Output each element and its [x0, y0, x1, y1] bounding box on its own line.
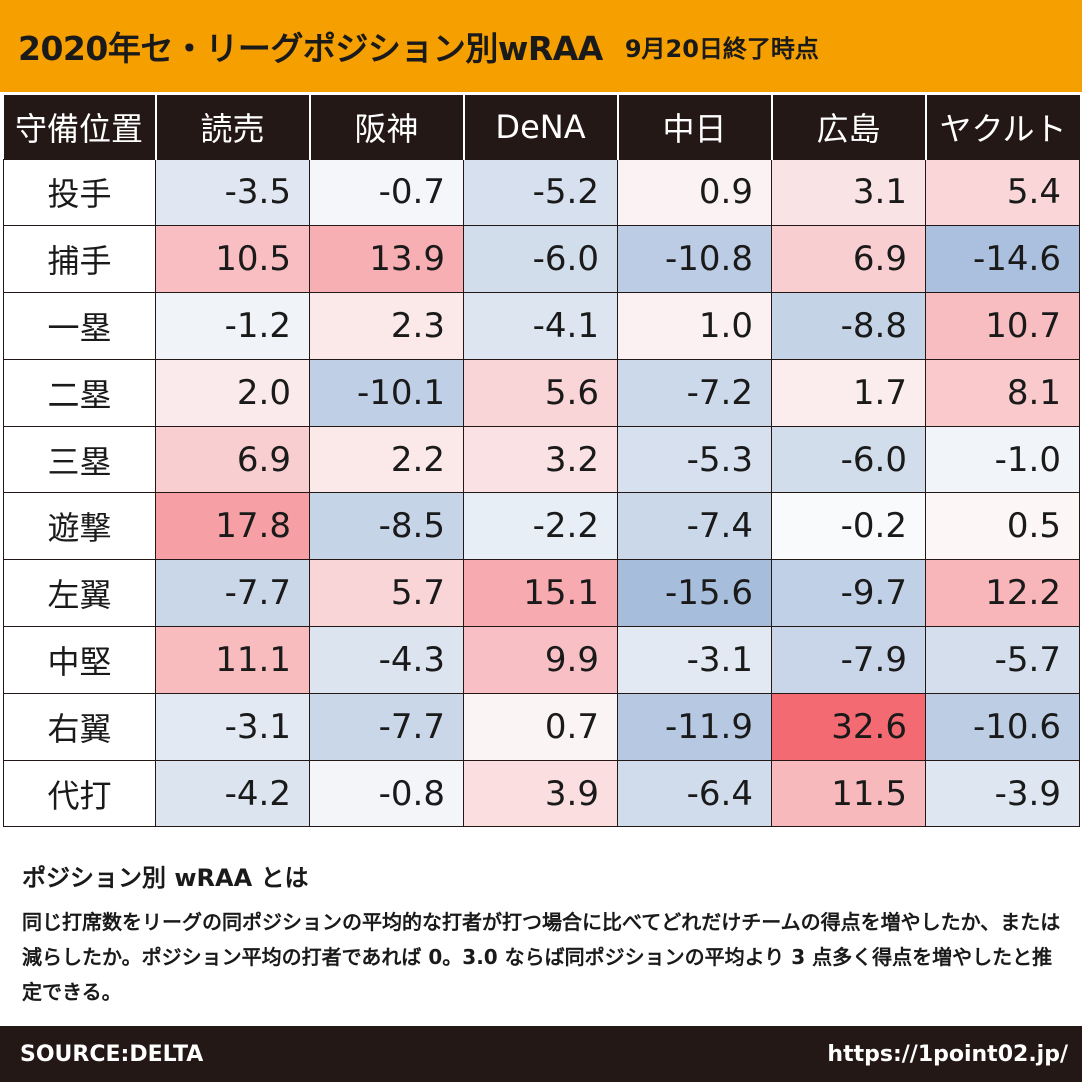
wraa-table: 守備位置 読売 阪神 DeNA 中日 広島 ヤクルト 投手 -3.5 -0.7 -5.…: [3, 95, 1080, 828]
value-cell: -0.7: [309, 158, 464, 227]
value-cell: -5.2: [463, 158, 618, 227]
column-header: DeNA: [462, 95, 618, 159]
value-cell: 5.7: [309, 559, 464, 628]
value-cell: 2.0: [155, 358, 310, 427]
value-cell: 17.8: [155, 492, 310, 561]
value-cell: -3.5: [155, 158, 310, 227]
table-row: 投手 -3.5 -0.7 -5.2 0.9 3.1 5.4: [3, 158, 1080, 227]
value-cell: -3.9: [925, 759, 1080, 828]
column-header: 阪神: [308, 95, 464, 159]
table-row: 左翼 -7.7 5.7 15.1 -15.6 -9.7 12.2: [3, 559, 1080, 628]
value-cell: -4.3: [309, 626, 464, 694]
table-row: 二塁 2.0 -10.1 5.6 -7.2 1.7 8.1: [3, 358, 1080, 427]
value-cell: 2.3: [309, 292, 464, 360]
row-label: 右翼: [3, 692, 156, 761]
value-cell: 5.4: [925, 158, 1080, 227]
corner-label: 守備位置: [3, 95, 156, 159]
value-cell: 13.9: [309, 225, 464, 294]
value-cell: 15.1: [463, 559, 618, 628]
value-cell: -6.4: [617, 759, 772, 828]
notes-section: ポジション別 wRAA とは 同じ打席数をリーグの同ポジションの平均的な打者が打…: [22, 858, 1067, 1010]
value-cell: 9.9: [463, 626, 618, 694]
row-label: 二塁: [3, 358, 156, 427]
value-cell: 6.9: [155, 425, 310, 494]
chart-title: 2020年セ・リーグポジション別wRAA: [18, 29, 603, 68]
row-label: 中堅: [3, 626, 156, 694]
value-cell: -7.7: [309, 692, 464, 761]
value-cell: -9.7: [771, 559, 926, 628]
value-cell: -7.9: [771, 626, 926, 694]
row-label: 三塁: [3, 425, 156, 494]
value-cell: -8.8: [771, 292, 926, 360]
row-label: 一塁: [3, 292, 156, 360]
value-cell: 6.9: [771, 225, 926, 294]
value-cell: 0.7: [463, 692, 618, 761]
value-cell: -8.5: [309, 492, 464, 561]
header-row: 守備位置 読売 阪神 DeNA 中日 広島 ヤクルト: [3, 95, 1080, 159]
notes-title: ポジション別 wRAA とは: [22, 864, 309, 892]
value-cell: 10.7: [925, 292, 1080, 360]
table-row: 右翼 -3.1 -7.7 0.7 -11.9 32.6 -10.6: [3, 692, 1080, 761]
value-cell: -3.1: [155, 692, 310, 761]
value-cell: -4.2: [155, 759, 310, 828]
table-body: 投手 -3.5 -0.7 -5.2 0.9 3.1 5.4 捕手 10.5 13.9 -6.0 -10…: [3, 158, 1080, 828]
value-cell: -5.3: [617, 425, 772, 494]
value-cell: 2.2: [309, 425, 464, 494]
value-cell: -11.9: [617, 692, 772, 761]
value-cell: 11.1: [155, 626, 310, 694]
value-cell: -14.6: [925, 225, 1080, 294]
table-row: 一塁 -1.2 2.3 -4.1 1.0 -8.8 10.7: [3, 292, 1080, 360]
notes-body: 同じ打席数をリーグの同ポジションの平均的な打者が打つ場合に比べてどれだけチームの…: [22, 910, 1061, 1004]
value-cell: 3.9: [463, 759, 618, 828]
value-cell: -1.2: [155, 292, 310, 360]
table-row: 代打 -4.2 -0.8 3.9 -6.4 11.5 -3.9: [3, 759, 1080, 828]
table-row: 遊撃 17.8 -8.5 -2.2 -7.4 -0.2 0.5: [3, 492, 1080, 561]
value-cell: 32.6: [771, 692, 926, 761]
row-label: 遊撃: [3, 492, 156, 561]
title-bar: 2020年セ・リーグポジション別wRAA 9月20日終了時点: [0, 0, 1082, 92]
row-label: 投手: [3, 158, 156, 227]
value-cell: 10.5: [155, 225, 310, 294]
value-cell: 3.1: [771, 158, 926, 227]
value-cell: 11.5: [771, 759, 926, 828]
value-cell: -6.0: [771, 425, 926, 494]
value-cell: 5.6: [463, 358, 618, 427]
footer-bar: SOURCE:DELTA https://1point02.jp/: [0, 1026, 1082, 1082]
row-label: 捕手: [3, 225, 156, 294]
column-header: 広島: [770, 95, 926, 159]
value-cell: -10.6: [925, 692, 1080, 761]
value-cell: -1.0: [925, 425, 1080, 494]
value-cell: 12.2: [925, 559, 1080, 628]
value-cell: 8.1: [925, 358, 1080, 427]
value-cell: -10.8: [617, 225, 772, 294]
value-cell: -2.2: [463, 492, 618, 561]
row-label: 代打: [3, 759, 156, 828]
table-row: 中堅 11.1 -4.3 9.9 -3.1 -7.9 -5.7: [3, 626, 1080, 694]
value-cell: -3.1: [617, 626, 772, 694]
value-cell: -7.4: [617, 492, 772, 561]
column-header: ヤクルト: [924, 95, 1080, 159]
value-cell: 3.2: [463, 425, 618, 494]
value-cell: -10.1: [309, 358, 464, 427]
value-cell: 0.5: [925, 492, 1080, 561]
source-url[interactable]: https://1point02.jp/: [827, 1041, 1068, 1067]
value-cell: -0.8: [309, 759, 464, 828]
value-cell: 1.0: [617, 292, 772, 360]
value-cell: -7.2: [617, 358, 772, 427]
value-cell: 0.9: [617, 158, 772, 227]
table-row: 捕手 10.5 13.9 -6.0 -10.8 6.9 -14.6: [3, 225, 1080, 294]
value-cell: -4.1: [463, 292, 618, 360]
column-header: 読売: [154, 95, 310, 159]
row-label: 左翼: [3, 559, 156, 628]
column-header: 中日: [616, 95, 772, 159]
value-cell: -6.0: [463, 225, 618, 294]
value-cell: -15.6: [617, 559, 772, 628]
value-cell: -7.7: [155, 559, 310, 628]
value-cell: 1.7: [771, 358, 926, 427]
source-label: SOURCE:DELTA: [20, 1041, 204, 1067]
table-row: 三塁 6.9 2.2 3.2 -5.3 -6.0 -1.0: [3, 425, 1080, 494]
value-cell: -0.2: [771, 492, 926, 561]
value-cell: -5.7: [925, 626, 1080, 694]
chart-subtitle: 9月20日終了時点: [624, 34, 819, 63]
